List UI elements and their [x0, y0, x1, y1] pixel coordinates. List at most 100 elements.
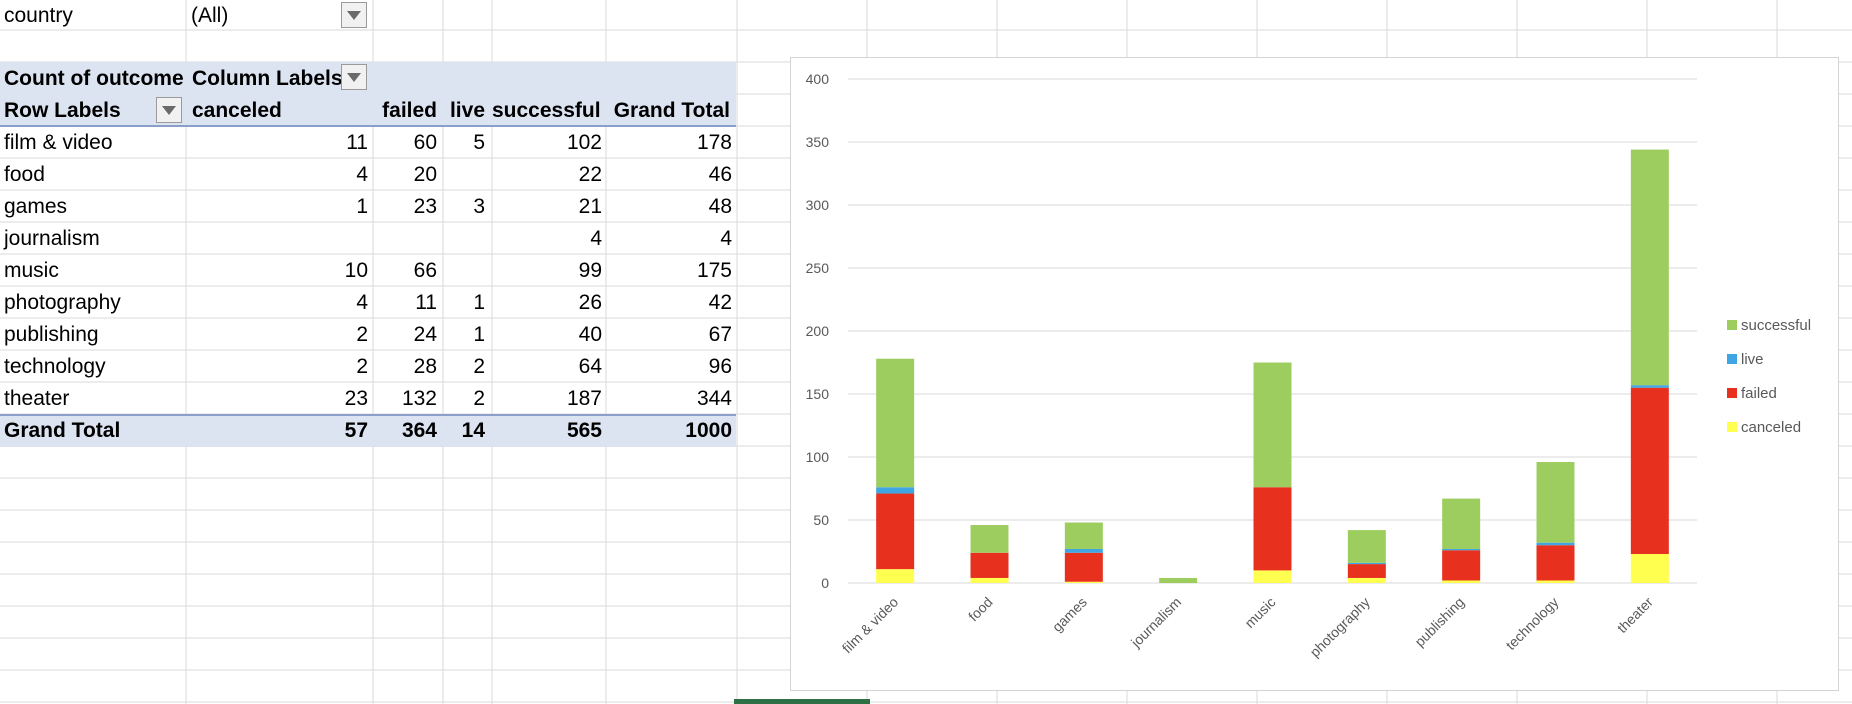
value-cell-successful: 102 — [566, 131, 602, 154]
column-labels-dropdown-button[interactable] — [341, 64, 367, 90]
row-label: film & video — [4, 131, 113, 154]
value-cell-total: 4 — [720, 227, 732, 250]
bar-segment-failed — [1536, 545, 1575, 581]
value-cell-live — [443, 159, 485, 191]
y-tick-label: 350 — [806, 134, 830, 150]
y-tick-label: 300 — [806, 197, 830, 213]
value-cell-successful: 4 — [590, 227, 602, 250]
legend-label-failed: failed — [1741, 385, 1777, 402]
grand-total-live: 14 — [461, 419, 485, 442]
x-tick-label: music — [1241, 594, 1278, 631]
row-label: journalism — [4, 227, 100, 250]
value-cell-successful: 64 — [578, 355, 602, 378]
bar-segment-live — [1630, 385, 1669, 388]
row-label: photography — [4, 291, 121, 314]
column-header-grand-total: Grand Total — [613, 99, 730, 122]
legend-swatch-successful — [1727, 320, 1737, 330]
column-header-successful: successful — [492, 99, 601, 122]
value-cell-successful: 99 — [578, 259, 602, 282]
legend-swatch-failed — [1727, 388, 1737, 398]
row-label: technology — [4, 355, 106, 378]
y-tick-label: 250 — [806, 260, 830, 276]
value-cell-total: 48 — [708, 195, 732, 218]
value-cell-failed: 23 — [413, 195, 437, 218]
chevron-down-icon — [347, 73, 361, 82]
value-cell-total: 344 — [696, 387, 732, 410]
y-tick-label: 0 — [821, 575, 829, 591]
bar-segment-live — [1442, 548, 1481, 551]
legend-label-live: live — [1741, 351, 1764, 368]
row-label: music — [4, 259, 59, 282]
bar-segment-successful — [876, 358, 915, 488]
bar-segment-live — [876, 487, 915, 494]
row-label: food — [4, 163, 45, 186]
bar-segment-failed — [1442, 550, 1481, 581]
value-cell-total: 96 — [708, 355, 732, 378]
bar-segment-failed — [1630, 387, 1669, 555]
value-cell-total: 175 — [696, 259, 732, 282]
filter-label: country — [4, 4, 73, 27]
pivot-row-labels: Row Labels — [4, 99, 121, 122]
value-cell-canceled — [250, 223, 368, 255]
value-cell-total: 67 — [708, 323, 732, 346]
x-tick-label: film & video — [839, 594, 902, 657]
bar-segment-successful — [1253, 362, 1292, 488]
x-tick-label: theater — [1614, 594, 1656, 636]
row-label: publishing — [4, 323, 99, 346]
chart-plot: 0 50 100 150 200 250 300 350 400 film & video food… — [806, 71, 1811, 660]
bar-segment-successful — [1442, 498, 1481, 549]
value-cell-total: 46 — [708, 163, 732, 186]
grand-total-successful: 565 — [566, 419, 602, 442]
pivot-grandtotal-topline — [0, 414, 736, 416]
x-tick-label: photography — [1307, 594, 1373, 660]
value-cell-canceled: 4 — [356, 291, 368, 314]
bar-segment-canceled — [970, 577, 1009, 583]
bar-segment-canceled — [1536, 580, 1575, 583]
bar-segment-canceled — [1442, 580, 1481, 583]
bar-segment-failed — [970, 552, 1009, 578]
value-cell-canceled: 1 — [356, 195, 368, 218]
value-cell-failed — [373, 223, 437, 255]
value-cell-live: 2 — [473, 387, 485, 410]
x-tick-label: publishing — [1411, 594, 1467, 650]
value-cell-live — [443, 223, 485, 255]
legend-label-canceled: canceled — [1741, 419, 1801, 436]
pivot-grandtotal-band — [0, 415, 736, 447]
bar-segment-successful — [1159, 577, 1198, 583]
value-cell-successful: 21 — [578, 195, 602, 218]
value-cell-successful: 22 — [578, 163, 602, 186]
legend-label-successful: successful — [1741, 317, 1811, 334]
value-cell-total: 42 — [708, 291, 732, 314]
x-tick-label: games — [1049, 594, 1090, 635]
value-cell-canceled: 2 — [356, 323, 368, 346]
active-sheet-indicator[interactable] — [734, 699, 870, 704]
y-tick-label: 400 — [806, 71, 830, 87]
value-cell-live — [443, 255, 485, 287]
bar-segment-canceled — [1347, 577, 1386, 583]
row-labels-dropdown-button[interactable] — [156, 97, 182, 123]
filter-dropdown-button[interactable] — [341, 2, 367, 28]
x-tick-label: journalism — [1127, 594, 1184, 651]
grand-total-failed: 364 — [401, 419, 437, 442]
value-cell-failed: 66 — [413, 259, 437, 282]
value-cell-canceled: 11 — [346, 131, 368, 154]
grand-total-canceled: 57 — [344, 419, 368, 442]
bar-segment-successful — [1536, 462, 1575, 543]
bar-segment-canceled — [1253, 570, 1292, 583]
value-cell-failed: 11 — [415, 291, 437, 314]
value-cell-live: 3 — [473, 195, 485, 218]
bar-segment-successful — [1347, 530, 1386, 563]
legend-swatch-live — [1727, 354, 1737, 364]
bar-segment-successful — [970, 525, 1009, 553]
bar-segment-canceled — [876, 569, 915, 583]
column-header-live: live — [449, 99, 485, 122]
pivot-column-labels: Column Labels — [192, 67, 343, 90]
bar-segment-canceled — [1064, 581, 1103, 583]
x-tick-label: food — [965, 594, 996, 625]
y-tick-label: 150 — [806, 386, 830, 402]
value-cell-successful: 187 — [566, 387, 602, 410]
filter-value[interactable]: (All) — [191, 4, 229, 27]
value-cell-failed: 132 — [401, 387, 437, 410]
stacked-bar-chart[interactable]: 0 50 100 150 200 250 300 350 400 film & video food… — [790, 57, 1839, 691]
value-cell-live: 1 — [473, 323, 485, 346]
